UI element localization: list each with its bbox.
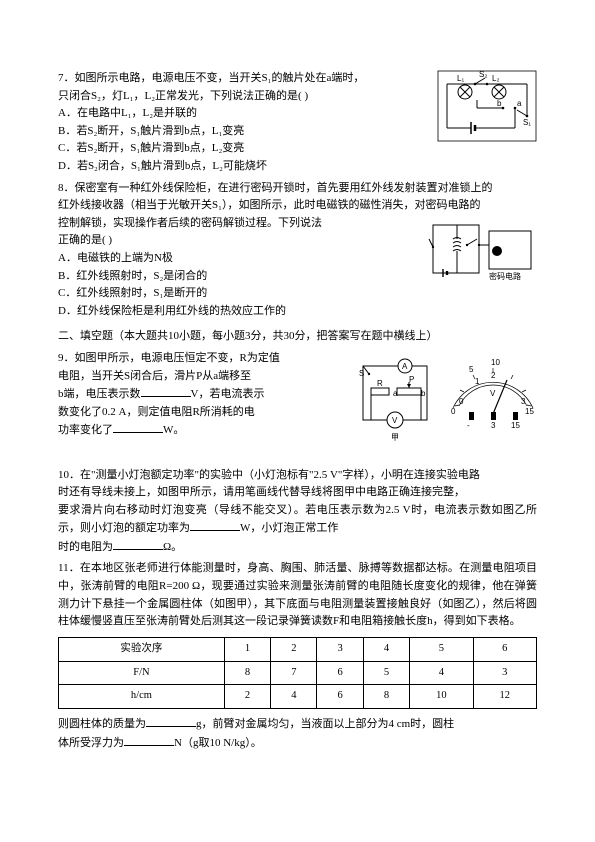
q8-opt-d: D．红外线保险柜是利用红外线的热效应工作的 <box>58 303 537 321</box>
q9-voltmeter-v: V <box>392 416 398 425</box>
svg-text:10: 10 <box>491 358 500 367</box>
q11-stem-2b: 体所受浮力为N（g取10 N/kg）。 <box>58 734 537 753</box>
table-row: F/N 8 7 6 5 4 3 <box>59 661 537 685</box>
q10-stem-1: 10．在"测量小灯泡额定功率"的实验中（小灯泡标有"2.5 V"字样），小明在连… <box>58 467 537 485</box>
q11-r1-label: F/N <box>59 661 225 685</box>
svg-text:S: S <box>359 369 364 378</box>
q7-a-label: a <box>517 99 522 108</box>
q7-l1-label: L₁ <box>457 74 464 83</box>
q10-stem-2: 时还有导线未接上，如图甲所示，请用笔画线代替导线将图甲中电路正确连接完整， <box>58 484 537 502</box>
svg-text:a: a <box>393 389 398 398</box>
q11-r2-label: h/cm <box>59 685 225 709</box>
svg-text:0: 0 <box>459 397 464 406</box>
svg-text:V: V <box>490 389 496 398</box>
q11-th-0: 实验次序 <box>59 637 225 661</box>
svg-text:15: 15 <box>525 407 534 416</box>
q11-th-5: 5 <box>410 637 473 661</box>
q7-opt-d: D．若S₂闭合，S₁触片滑到b点，L₂可能烧坏 <box>58 158 537 176</box>
svg-text:b: b <box>421 389 426 398</box>
svg-text:15: 15 <box>511 421 520 430</box>
q10-blank-resistance <box>113 538 163 550</box>
svg-text:2: 2 <box>491 371 496 380</box>
svg-text:1: 1 <box>475 377 480 386</box>
q9-fig-caption: 甲 <box>391 433 399 442</box>
section-2-title: 二、填空题（本大题共10小题，每小题3分，共30分，把答案写在题中横线上） <box>58 328 537 346</box>
q10-stem-4: 时的电阻为Ω。 <box>58 538 537 557</box>
svg-text:3: 3 <box>521 397 526 406</box>
q11-th-3: 3 <box>317 637 363 661</box>
svg-text:A: A <box>402 362 408 371</box>
q11-blank-mass <box>146 715 196 727</box>
q11-blank-buoyancy <box>124 734 174 746</box>
svg-text:3: 3 <box>491 421 496 430</box>
table-row: h/cm 2 4 6 8 10 12 <box>59 685 537 709</box>
q8-fig-caption: 密码电路 <box>489 271 521 281</box>
q11-stem-1: 11．在本地区张老师进行体能测量时，身高、胸围、肺活量、脉搏等数据都达标。在测量… <box>58 560 537 630</box>
q11-th-2: 2 <box>271 637 317 661</box>
q7-l2-label: L₂ <box>492 74 500 83</box>
q7-s1-label: S₁ <box>523 118 531 127</box>
svg-text:5: 5 <box>469 365 474 374</box>
q8-stem-1: 8．保密室有一种红外线保险柜，在进行密码开锁时，首先要用红外线发射装置对准锁上的 <box>58 180 537 198</box>
q10-blank-power <box>190 519 240 531</box>
q11-stem-2: 则圆柱体的质量为g，前臂对金属均匀，当液面以上部分为4 cm时，圆柱 <box>58 715 537 734</box>
q7-s2-label: S₂ <box>479 70 487 79</box>
q7-b-label: b <box>497 99 502 108</box>
svg-text:P: P <box>409 375 414 384</box>
svg-text:-: - <box>467 421 470 430</box>
q9-figure: A S R a b P V <box>357 352 537 459</box>
q9-blank-voltage <box>141 385 191 397</box>
q8-circuit-figure: 密码电路 <box>427 217 537 294</box>
svg-text:R: R <box>377 379 383 388</box>
q10-stem-3: 要求滑片向右移动时灯泡变亮（导线不能交叉）。若电压表示数为2.5 V时，电流表示… <box>58 502 537 538</box>
q11-data-table: 实验次序 1 2 3 4 5 6 F/N 8 7 6 5 4 3 h/cm 2 … <box>58 637 537 709</box>
q9-blank-power <box>113 421 163 433</box>
q11-th-1: 1 <box>224 637 270 661</box>
q11-th-4: 4 <box>363 637 409 661</box>
q7-circuit-figure: L₁ L₂ S₂ a b S₁ <box>437 70 537 149</box>
table-row: 实验次序 1 2 3 4 5 6 <box>59 637 537 661</box>
q11-th-6: 6 <box>473 637 536 661</box>
q8-stem-2: 红外线接收器（相当于光敏开关S₁），如图所示，此时电磁铁的磁性消失，对密码电路的 <box>58 197 537 215</box>
svg-text:0: 0 <box>451 407 456 416</box>
